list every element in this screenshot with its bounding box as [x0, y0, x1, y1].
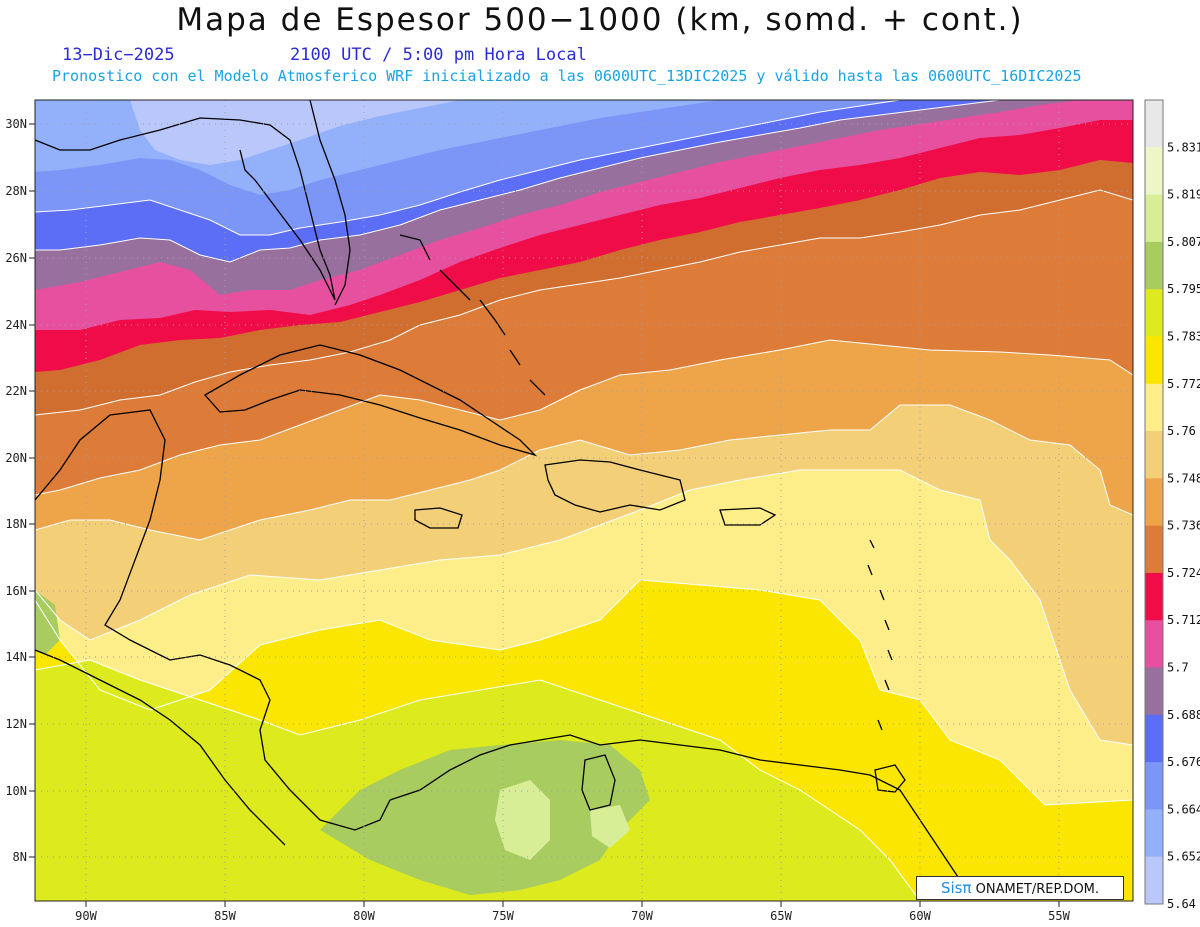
colorbar-swatch — [1145, 147, 1163, 196]
lon-label-55w: 55W — [1048, 909, 1070, 923]
lon-label-90w: 90W — [75, 909, 97, 923]
lat-label-20n: 20N — [5, 451, 27, 465]
band-5-795 — [320, 740, 650, 895]
colorbar-swatch — [1145, 241, 1163, 290]
lat-label-10n: 10N — [5, 784, 27, 798]
forecast-date: 13−Dic−2025 — [62, 45, 175, 65]
colorbar-label: 5.772 — [1167, 377, 1200, 391]
colorbar-label: 5.831 — [1167, 140, 1200, 154]
colorbar-swatch — [1145, 667, 1163, 716]
forecast-time: 2100 UTC / 5:00 pm Hora Local — [290, 45, 587, 65]
lat-label-14n: 14N — [5, 650, 27, 664]
model-info: Pronostico con el Modelo Atmosferico WRF… — [52, 67, 1082, 85]
sispi-logo: Sisπ — [940, 879, 972, 897]
longitude-axis: 90W 85W 80W 75W 70W 65W 60W 55W — [75, 901, 1071, 923]
band-5-807 — [495, 780, 550, 860]
colorbar-label: 5.807 — [1167, 235, 1200, 249]
colorbar-label: 5.712 — [1167, 613, 1200, 627]
colorbar-frame — [1144, 99, 1164, 905]
lon-label-70w: 70W — [631, 909, 653, 923]
colorbar-label: 5.688 — [1167, 708, 1200, 722]
colorbar-swatch — [1145, 620, 1163, 669]
map-title: Mapa de Espesor 500−1000 (km, somd. + co… — [176, 2, 1024, 38]
band-lowest — [130, 100, 460, 165]
colorbar-swatch — [1145, 100, 1163, 148]
contour-lines — [35, 100, 1133, 901]
credit-box: Sisπ ONAMET/REP.DOM. — [916, 876, 1124, 900]
shaded-thickness-field — [35, 100, 1133, 901]
band-5-807b — [590, 805, 630, 848]
band-5-795b — [35, 590, 60, 655]
lat-label-28n: 28N — [5, 184, 27, 198]
credit-org: ONAMET/REP.DOM. — [975, 882, 1100, 897]
lon-label-65w: 65W — [770, 909, 792, 923]
lon-label-80w: 80W — [353, 909, 375, 923]
lon-label-60w: 60W — [909, 909, 931, 923]
lat-label-26n: 26N — [5, 251, 27, 265]
lat-label-8n: 8N — [13, 850, 27, 864]
colorbar-label: 5.676 — [1167, 755, 1200, 769]
colorbar-swatch — [1145, 194, 1163, 243]
colorbar-label: 5.748 — [1167, 471, 1200, 485]
colorbar-label: 5.652 — [1167, 850, 1200, 864]
coastlines — [35, 100, 961, 881]
lat-label-16n: 16N — [5, 584, 27, 598]
colorbar: 5.831 5.819 5.807 5.795 5.783 5.772 5.76 5.748 5… — [1144, 99, 1200, 911]
colorbar-swatch — [1145, 714, 1163, 763]
colorbar-swatch — [1145, 431, 1163, 479]
colorbar-swatch — [1145, 762, 1163, 810]
colorbar-swatch — [1145, 289, 1163, 337]
plot-frame — [34, 99, 1134, 902]
colorbar-swatch — [1145, 572, 1163, 621]
colorbar-swatch — [1145, 809, 1163, 858]
lon-label-75w: 75W — [492, 909, 514, 923]
colorbar-label: 5.64 — [1167, 897, 1196, 911]
lat-label-22n: 22N — [5, 384, 27, 398]
latitude-axis: 30N 28N 26N 24N 22N 20N 18N 16N 14N 12N … — [5, 117, 35, 864]
colorbar-swatch — [1145, 383, 1163, 432]
colorbar-label: 5.76 — [1167, 424, 1196, 438]
lat-label-18n: 18N — [5, 517, 27, 531]
colorbar-label: 5.736 — [1167, 519, 1200, 533]
colorbar-label: 5.819 — [1167, 188, 1200, 202]
colorbar-label: 5.783 — [1167, 329, 1200, 343]
lon-label-85w: 85W — [214, 909, 236, 923]
lat-label-12n: 12N — [5, 717, 27, 731]
lat-label-24n: 24N — [5, 318, 27, 332]
colorbar-label: 5.7 — [1167, 661, 1189, 675]
colorbar-swatch — [1145, 856, 1163, 905]
colorbar-label: 5.664 — [1167, 802, 1200, 816]
colorbar-swatch — [1145, 525, 1163, 574]
colorbar-swatch — [1145, 336, 1163, 385]
colorbar-label: 5.795 — [1167, 282, 1200, 296]
lat-label-30n: 30N — [5, 117, 27, 131]
colorbar-label: 5.724 — [1167, 566, 1200, 580]
colorbar-swatch — [1145, 478, 1163, 527]
